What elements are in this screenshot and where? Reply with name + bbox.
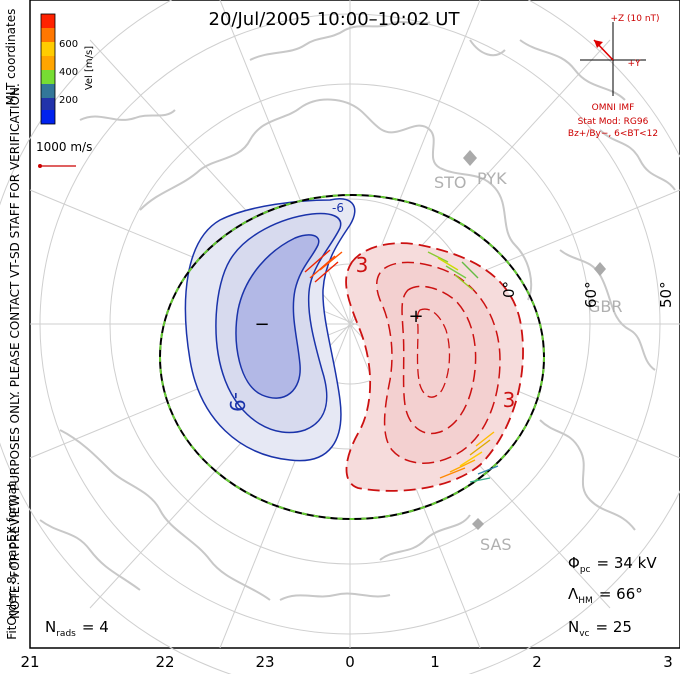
imf-condition: Bz+/By−, 6<BT<12 [568,129,658,139]
station-marker-sto-pyk [463,150,477,166]
vec [449,459,476,473]
mlt-tick: 23 [255,653,274,671]
colorbar-frame [40,13,56,125]
ref-vector-label: 1000 m/s [36,140,92,154]
mlt-tick: 3 [663,653,673,671]
vec [454,274,474,291]
vec [319,251,343,271]
meridian-d4 [219,0,481,649]
colorbar-swatch-7 [41,98,55,110]
pos-contour-inner [401,285,477,435]
hm-boundary-dash [159,194,545,520]
stations: STO PYK GBR SAS [434,150,623,554]
vec [439,467,466,479]
vec [475,431,495,447]
imf-model: Stat Mod: RG96 [578,117,649,127]
station-marker-gbr [594,262,606,276]
reference-vector: 1000 m/s [36,140,92,168]
station-sto: STO [434,173,467,192]
colorbar-swatch-3 [41,42,55,56]
vec [309,255,336,279]
vec [461,261,479,279]
vec [469,477,491,483]
imf-bz-label: +Z (10 nT) [610,14,659,24]
contour-label-neg-6: -6 [332,201,344,215]
stat-nrads: Nrads = 4 [45,618,109,639]
potential-min-mark: − [254,314,269,335]
colorbar-swatch-1 [41,14,55,28]
contour-label-pos-3-top: 3 [356,253,369,277]
vec [437,257,459,271]
colorbar-swatch-4 [41,56,55,70]
lat-label-60: 60° [582,281,600,308]
contour-label-pos-3-right: 3 [503,388,516,412]
pos-contour-core [416,308,451,398]
station-pyk: PYK [477,169,507,188]
colorbar-swatch-8 [41,110,55,124]
contour-label-neg-9: -9 [225,392,249,412]
stat-phi-pc: Φpc = 34 kV [568,554,657,575]
colorbar: 600 400 200 Vel [m/s] [40,13,95,125]
potential-max-mark: + [408,306,423,327]
lat-label-inner: 0° [500,281,518,298]
stat-lambda-hm: ΛHM = 66° [568,585,643,606]
station-marker-sas [472,518,484,530]
coastlines [39,21,676,601]
mlt-tick: 21 [20,653,39,671]
meridian-d6 [29,189,680,459]
mlt-axis: 21 22 23 0 1 2 3 [20,653,672,671]
vec [304,249,331,273]
colorbar-tick-200: 200 [59,95,78,106]
vec [459,451,483,467]
mlt-tick: 22 [155,653,174,671]
fitorder-label: FitOrder: 8, mapEX format [5,482,19,640]
mlt-tick: 2 [532,653,542,671]
statistics: Φpc = 34 kV ΛHM = 66° Nvc = 25 Nrads = 4 [45,554,657,639]
colorbar-swatch-2 [41,28,55,42]
colorbar-swatch-6 [41,84,55,98]
station-sas: SAS [480,535,512,554]
imf-clock: +Z (10 nT) +Y OMNI IMF Stat Mod: RG96 Bz… [568,14,660,139]
colorbar-swatch-5 [41,70,55,84]
vec [445,265,467,279]
imf-by-label: +Y [627,59,641,69]
positive-cell: + 3 3 [345,242,524,492]
mlt-tick: 0 [345,653,355,671]
vec [469,439,491,456]
imf-vector-head [594,40,603,48]
colorbar-label: Vel [m/s] [84,46,95,90]
neg-contour-inner [235,234,320,399]
vec [427,251,449,263]
colorbar-tick-600: 600 [59,39,78,50]
vec [477,465,499,475]
imf-source: OMNI IMF [592,103,635,113]
velocity-vectors [304,249,499,483]
map-title: 20/Jul/2005 10:00–10:02 UT [209,9,461,30]
vec [314,261,339,283]
mlt-tick: 1 [430,653,440,671]
station-gbr: GBR [588,297,623,316]
stat-nvc: Nvc = 25 [568,618,632,639]
lat-label-50: 50° [657,281,675,308]
colorbar-tick-400: 400 [59,67,78,78]
